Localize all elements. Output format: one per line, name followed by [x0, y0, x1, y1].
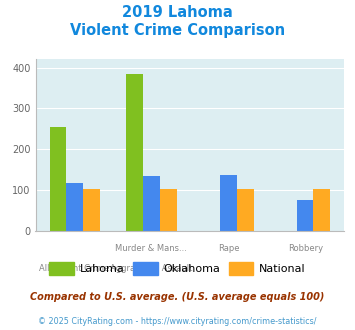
Bar — [143, 176, 160, 231]
Bar — [50, 127, 66, 231]
Text: 2019 Lahoma: 2019 Lahoma — [122, 5, 233, 20]
Bar — [220, 175, 237, 231]
Text: © 2025 CityRating.com - https://www.cityrating.com/crime-statistics/: © 2025 CityRating.com - https://www.city… — [38, 317, 317, 326]
Bar — [313, 189, 330, 231]
Text: Murder & Mans...: Murder & Mans... — [115, 244, 187, 253]
Text: Rape: Rape — [218, 244, 239, 253]
Text: All Violent Crime: All Violent Crime — [39, 264, 109, 273]
Text: Violent Crime Comparison: Violent Crime Comparison — [70, 23, 285, 38]
Bar — [83, 189, 100, 231]
Text: Aggravated Assault: Aggravated Assault — [110, 264, 192, 273]
Text: Compared to U.S. average. (U.S. average equals 100): Compared to U.S. average. (U.S. average … — [30, 292, 325, 302]
Legend: Lahoma, Oklahoma, National: Lahoma, Oklahoma, National — [45, 258, 310, 279]
Bar — [66, 183, 83, 231]
Bar — [126, 74, 143, 231]
Bar — [296, 200, 313, 231]
Bar — [160, 189, 177, 231]
Bar — [237, 189, 253, 231]
Text: Robbery: Robbery — [288, 244, 323, 253]
